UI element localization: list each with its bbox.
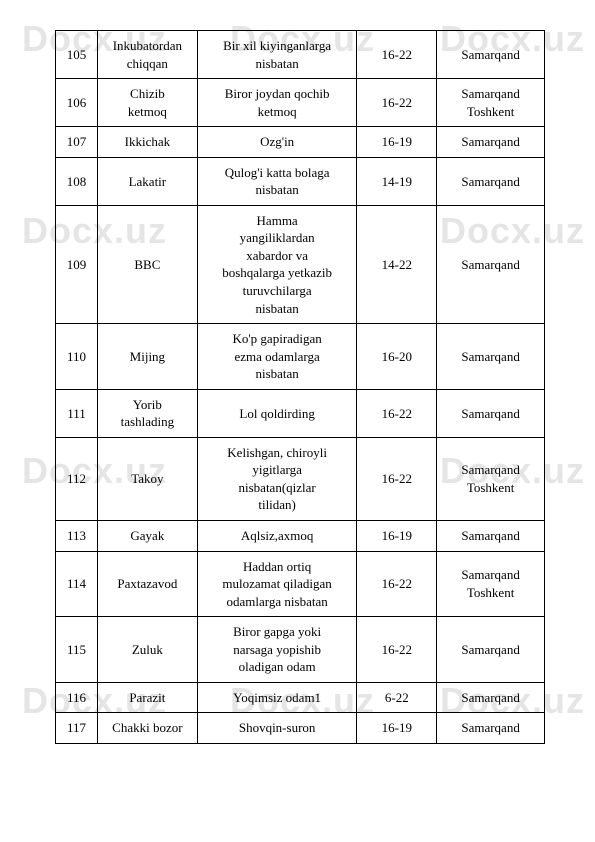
cell-age: 16-19 [357, 521, 437, 552]
cell-id: 111 [56, 389, 98, 437]
data-table: 105Inkubatordan chiqqanBir xil kiyinganl… [55, 30, 545, 744]
cell-id: 112 [56, 437, 98, 520]
cell-meaning: Yoqimsiz odam1 [197, 682, 357, 713]
table-row: 106Chizib ketmoqBiror joydan qochib ketm… [56, 79, 545, 127]
cell-term: Chakki bozor [97, 713, 197, 744]
cell-age: 14-19 [357, 157, 437, 205]
table-row: 116ParazitYoqimsiz odam16-22Samarqand [56, 682, 545, 713]
cell-meaning: Ko'p gapiradigan ezma odamlarga nisbatan [197, 324, 357, 390]
cell-age: 16-19 [357, 127, 437, 158]
cell-id: 115 [56, 617, 98, 683]
cell-age: 16-22 [357, 617, 437, 683]
cell-region: Samarqand Toshkent [437, 437, 545, 520]
cell-id: 105 [56, 31, 98, 79]
cell-meaning: Hamma yangiliklardan xabardor va boshqal… [197, 205, 357, 323]
cell-region: Samarqand [437, 713, 545, 744]
table-row: 110MijingKo'p gapiradigan ezma odamlarga… [56, 324, 545, 390]
cell-meaning: Kelishgan, chiroyli yigitlarga nisbatan(… [197, 437, 357, 520]
cell-region: Samarqand [437, 389, 545, 437]
cell-id: 117 [56, 713, 98, 744]
cell-meaning: Ozg'in [197, 127, 357, 158]
cell-region: Samarqand [437, 617, 545, 683]
cell-meaning: Biror joydan qochib ketmoq [197, 79, 357, 127]
cell-region: Samarqand [437, 127, 545, 158]
cell-term: Gayak [97, 521, 197, 552]
table-row: 107IkkichakOzg'in16-19Samarqand [56, 127, 545, 158]
cell-meaning: Shovqin-suron [197, 713, 357, 744]
cell-age: 14-22 [357, 205, 437, 323]
cell-id: 116 [56, 682, 98, 713]
cell-age: 16-22 [357, 389, 437, 437]
table-row: 117Chakki bozorShovqin-suron16-19Samarqa… [56, 713, 545, 744]
cell-age: 16-22 [357, 31, 437, 79]
cell-meaning: Lol qoldirding [197, 389, 357, 437]
cell-term: Inkubatordan chiqqan [97, 31, 197, 79]
cell-region: Samarqand [437, 324, 545, 390]
cell-age: 16-19 [357, 713, 437, 744]
table-row: 109BBCHamma yangiliklardan xabardor va b… [56, 205, 545, 323]
cell-term: Yorib tashlading [97, 389, 197, 437]
cell-region: Samarqand Toshkent [437, 79, 545, 127]
cell-region: Samarqand [437, 157, 545, 205]
table-row: 114PaxtazavodHaddan ortiq mulozamat qila… [56, 551, 545, 617]
cell-region: Samarqand [437, 682, 545, 713]
cell-region: Samarqand [437, 521, 545, 552]
cell-age: 16-20 [357, 324, 437, 390]
cell-id: 114 [56, 551, 98, 617]
cell-term: Takoy [97, 437, 197, 520]
table-row: 112TakoyKelishgan, chiroyli yigitlarga n… [56, 437, 545, 520]
cell-region: Samarqand Toshkent [437, 551, 545, 617]
cell-region: Samarqand [437, 31, 545, 79]
cell-term: Zuluk [97, 617, 197, 683]
cell-id: 107 [56, 127, 98, 158]
cell-id: 110 [56, 324, 98, 390]
cell-age: 6-22 [357, 682, 437, 713]
cell-meaning: Aqlsiz,axmoq [197, 521, 357, 552]
cell-meaning: Qulog'i katta bolaga nisbatan [197, 157, 357, 205]
cell-term: Mijing [97, 324, 197, 390]
cell-age: 16-22 [357, 437, 437, 520]
cell-term: Ikkichak [97, 127, 197, 158]
cell-meaning: Haddan ortiq mulozamat qiladigan odamlar… [197, 551, 357, 617]
cell-meaning: Biror gapga yoki narsaga yopishib oladig… [197, 617, 357, 683]
cell-id: 106 [56, 79, 98, 127]
cell-meaning: Bir xil kiyinganlarga nisbatan [197, 31, 357, 79]
cell-region: Samarqand [437, 205, 545, 323]
cell-age: 16-22 [357, 79, 437, 127]
cell-term: Chizib ketmoq [97, 79, 197, 127]
table-row: 105Inkubatordan chiqqanBir xil kiyinganl… [56, 31, 545, 79]
cell-term: BBC [97, 205, 197, 323]
cell-term: Lakatir [97, 157, 197, 205]
cell-term: Paxtazavod [97, 551, 197, 617]
cell-id: 108 [56, 157, 98, 205]
cell-id: 113 [56, 521, 98, 552]
cell-id: 109 [56, 205, 98, 323]
cell-term: Parazit [97, 682, 197, 713]
table-row: 113GayakAqlsiz,axmoq16-19Samarqand [56, 521, 545, 552]
table-row: 115ZulukBiror gapga yoki narsaga yopishi… [56, 617, 545, 683]
table-row: 108LakatirQulog'i katta bolaga nisbatan1… [56, 157, 545, 205]
table-row: 111Yorib tashladingLol qoldirding16-22Sa… [56, 389, 545, 437]
cell-age: 16-22 [357, 551, 437, 617]
